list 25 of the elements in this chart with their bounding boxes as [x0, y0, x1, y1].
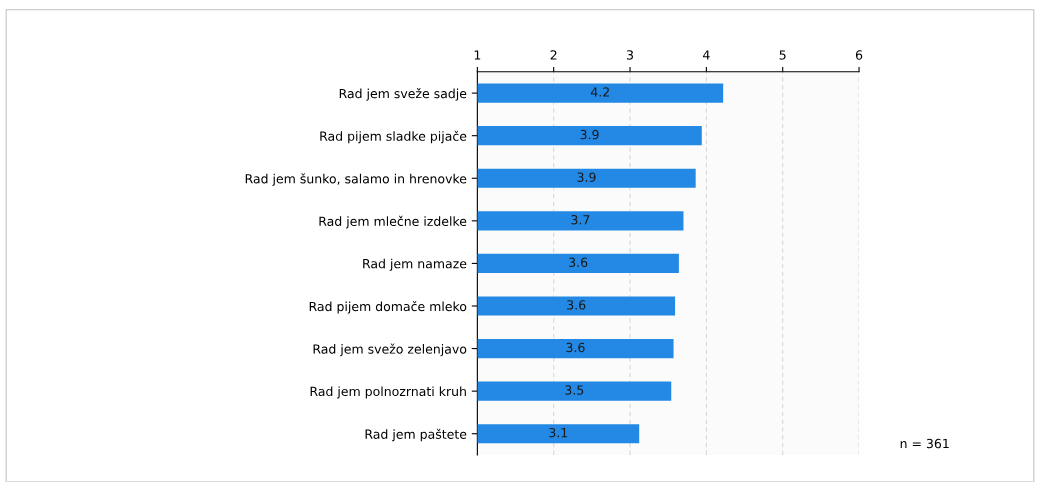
y-tick-label: Rad jem mlečne izdelke [319, 215, 467, 229]
y-tick-label: Rad jem namaze [363, 258, 467, 271]
y-tick-label: Rad jem polnozrnati kruh [310, 386, 466, 399]
data-label: 3.6 [569, 257, 588, 268]
x-tick-label: 3 [627, 50, 634, 60]
data-label: 3.7 [571, 215, 590, 225]
x-tick-label: 1 [474, 50, 481, 60]
data-label: 3.9 [577, 172, 596, 182]
x-tick-label: 2 [550, 50, 557, 60]
text: n = 361 [900, 438, 949, 449]
y-tick-label: Rad jem sveže sadje [339, 88, 467, 101]
x-tick-label: 4 [703, 50, 710, 60]
y-tick-label: Rad jem svežo zelenjavo [313, 343, 467, 357]
data-label: 3.1 [549, 427, 568, 438]
y-tick-label: Rad jem paštete [365, 428, 467, 442]
y-tick-label: Rad jem šunko, salamo in hrenovke [245, 173, 467, 186]
data-label: 3.5 [565, 385, 584, 395]
data-label: 3.6 [566, 342, 585, 353]
y-tick-label: Rad pijem sladke pijače [320, 130, 467, 144]
data-label: 3.9 [580, 129, 599, 140]
y-tick-label: Rad pijem domače mleko [309, 300, 467, 314]
data-label: 4.2 [590, 87, 609, 97]
x-tick-label: 6 [855, 50, 863, 60]
x-tick-label: 5 [779, 50, 786, 60]
data-label: 3.6 [567, 300, 586, 310]
